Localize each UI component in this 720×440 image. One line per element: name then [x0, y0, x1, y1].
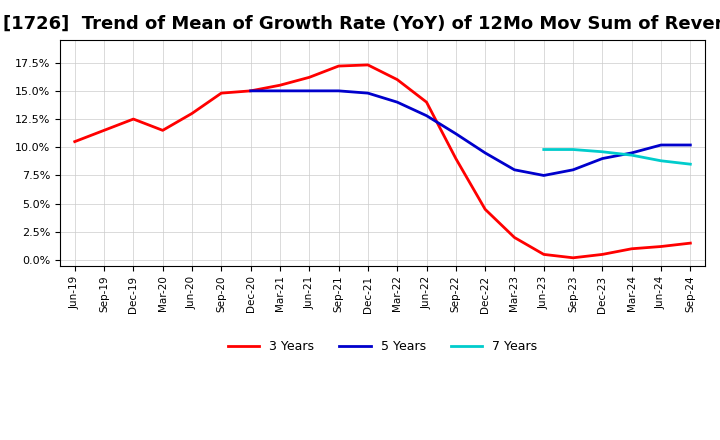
- 7 Years: [686, 161, 695, 167]
- 5 Years: [657, 143, 665, 148]
- 3 Years: [539, 252, 548, 257]
- 3 Years: [686, 241, 695, 246]
- 5 Years: [569, 167, 577, 172]
- 3 Years: [451, 156, 460, 161]
- 5 Years: [364, 91, 372, 96]
- 5 Years: [334, 88, 343, 94]
- Line: 7 Years: 7 Years: [544, 150, 690, 164]
- 7 Years: [598, 149, 607, 154]
- 3 Years: [334, 63, 343, 69]
- 3 Years: [598, 252, 607, 257]
- 3 Years: [100, 128, 109, 133]
- 3 Years: [217, 91, 225, 96]
- Line: 5 Years: 5 Years: [251, 91, 690, 176]
- 3 Years: [510, 235, 519, 240]
- 5 Years: [539, 173, 548, 178]
- 7 Years: [657, 158, 665, 163]
- Legend: 3 Years, 5 Years, 7 Years: 3 Years, 5 Years, 7 Years: [223, 335, 542, 358]
- 3 Years: [71, 139, 79, 144]
- 3 Years: [364, 62, 372, 68]
- 5 Years: [451, 131, 460, 136]
- 5 Years: [481, 150, 490, 155]
- 5 Years: [627, 150, 636, 155]
- 3 Years: [481, 207, 490, 212]
- Line: 3 Years: 3 Years: [75, 65, 690, 258]
- 7 Years: [569, 147, 577, 152]
- 3 Years: [276, 83, 284, 88]
- 3 Years: [422, 99, 431, 105]
- Title: [1726]  Trend of Mean of Growth Rate (YoY) of 12Mo Mov Sum of Revenues: [1726] Trend of Mean of Growth Rate (YoY…: [3, 15, 720, 33]
- 7 Years: [539, 147, 548, 152]
- 5 Years: [422, 113, 431, 118]
- 3 Years: [158, 128, 167, 133]
- 5 Years: [276, 88, 284, 94]
- 3 Years: [188, 111, 197, 116]
- 3 Years: [657, 244, 665, 249]
- 5 Years: [686, 143, 695, 148]
- 5 Years: [598, 156, 607, 161]
- 3 Years: [569, 255, 577, 260]
- 5 Years: [510, 167, 519, 172]
- 3 Years: [393, 77, 402, 82]
- 3 Years: [246, 88, 255, 94]
- 3 Years: [627, 246, 636, 251]
- 3 Years: [129, 117, 138, 122]
- 7 Years: [627, 153, 636, 158]
- 3 Years: [305, 75, 314, 80]
- 5 Years: [246, 88, 255, 94]
- 5 Years: [305, 88, 314, 94]
- 5 Years: [393, 99, 402, 105]
